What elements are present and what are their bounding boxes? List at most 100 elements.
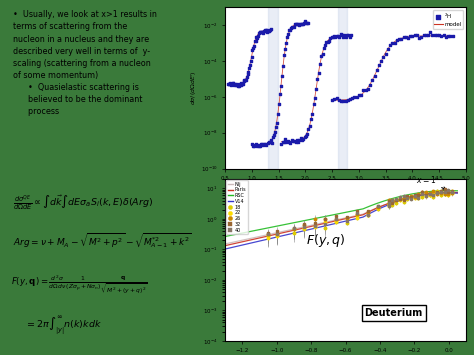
Point [237,82,244,87]
Line: Nij: Nij [225,193,457,244]
Legend: Nij, Paris, RSC, V14, 18, 22, 26, 32, 40: Nij, Paris, RSC, V14, 18, 22, 26, 32, 40 [226,180,248,234]
Bar [337,7,347,169]
Point [288,137,295,143]
Point [440,32,447,38]
Point [287,27,294,33]
Point [289,138,297,143]
Point [235,83,243,88]
Point [267,27,274,32]
Nij [455,191,460,196]
Point [338,33,346,38]
Text: $Arg = \nu + M_A - \sqrt{M^2+p^2} - \sqrt{M^{*2}_{A-1}+k^2}$: $Arg = \nu + M_A - \sqrt{M^2+p^2} - \sqr… [13,231,191,250]
Point [238,81,246,87]
Point [252,38,259,43]
Point [337,31,345,37]
Point [250,143,258,148]
Point [291,138,298,143]
Line: Paris: Paris [225,192,457,246]
Point [436,32,443,38]
Point [291,22,298,27]
Point [246,65,253,70]
Point [318,53,325,59]
Point [296,137,303,143]
Point [266,27,273,33]
Point [328,97,336,103]
Point [433,32,441,38]
Point [283,139,290,145]
Point [280,139,288,144]
Paris [298,226,304,231]
Point [290,24,297,30]
Point [300,20,308,26]
Legend: $^2$H, model: $^2$H, model [433,10,463,29]
Point [301,134,308,140]
Point [283,40,290,46]
Point [337,98,345,104]
RSC [391,196,397,200]
V14 [390,201,396,205]
Point [260,142,267,148]
Point [360,87,367,93]
Point [275,102,283,107]
Point [307,116,315,122]
Point [239,81,246,87]
Point [245,70,252,75]
Point [310,102,317,107]
Text: Deuterium: Deuterium [365,308,423,318]
Nij [222,242,228,246]
Text: $x=1$: $x=1$ [416,174,446,190]
Point [319,51,326,57]
Point [298,137,306,143]
RSC [298,219,304,224]
Point [389,40,396,46]
Point [415,35,423,40]
Point [285,139,293,144]
Point [241,77,249,82]
RSC [446,189,451,193]
Point [305,126,312,132]
Point [348,95,356,101]
RSC [222,234,228,239]
Point [316,61,324,67]
RSC [455,189,460,193]
Line: V14: V14 [225,193,457,249]
Point [297,135,304,140]
Paris [391,200,397,204]
Text: $= 2\pi\int_{|y|}^{\infty} n(k)kdk$: $= 2\pi\int_{|y|}^{\infty} n(k)kdk$ [26,315,102,338]
Point [252,141,260,147]
V14 [250,240,256,245]
Point [268,140,275,146]
Point [226,81,233,86]
Point [346,96,354,102]
Point [330,97,338,102]
Point [256,29,264,35]
Point [302,20,310,26]
Point [362,87,369,93]
Point [261,28,268,34]
Point [373,67,381,73]
Point [339,98,347,104]
Point [246,62,254,68]
Point [404,35,412,41]
Point [265,28,273,34]
Point [263,29,271,35]
Point [271,129,279,135]
Point [428,32,436,38]
Point [341,32,348,38]
Point [261,141,268,147]
Point [411,32,419,38]
Point [280,53,288,58]
Point [242,77,250,83]
Point [229,80,237,85]
Point [258,29,266,34]
Point [333,33,340,39]
Point [386,42,394,48]
Point [422,33,429,38]
Text: $F(y,q)$: $F(y,q)$ [307,232,346,249]
Point [382,51,390,57]
V14 [314,226,320,230]
Point [447,33,454,39]
Point [272,124,280,129]
Point [284,138,292,144]
Nij [391,200,397,204]
